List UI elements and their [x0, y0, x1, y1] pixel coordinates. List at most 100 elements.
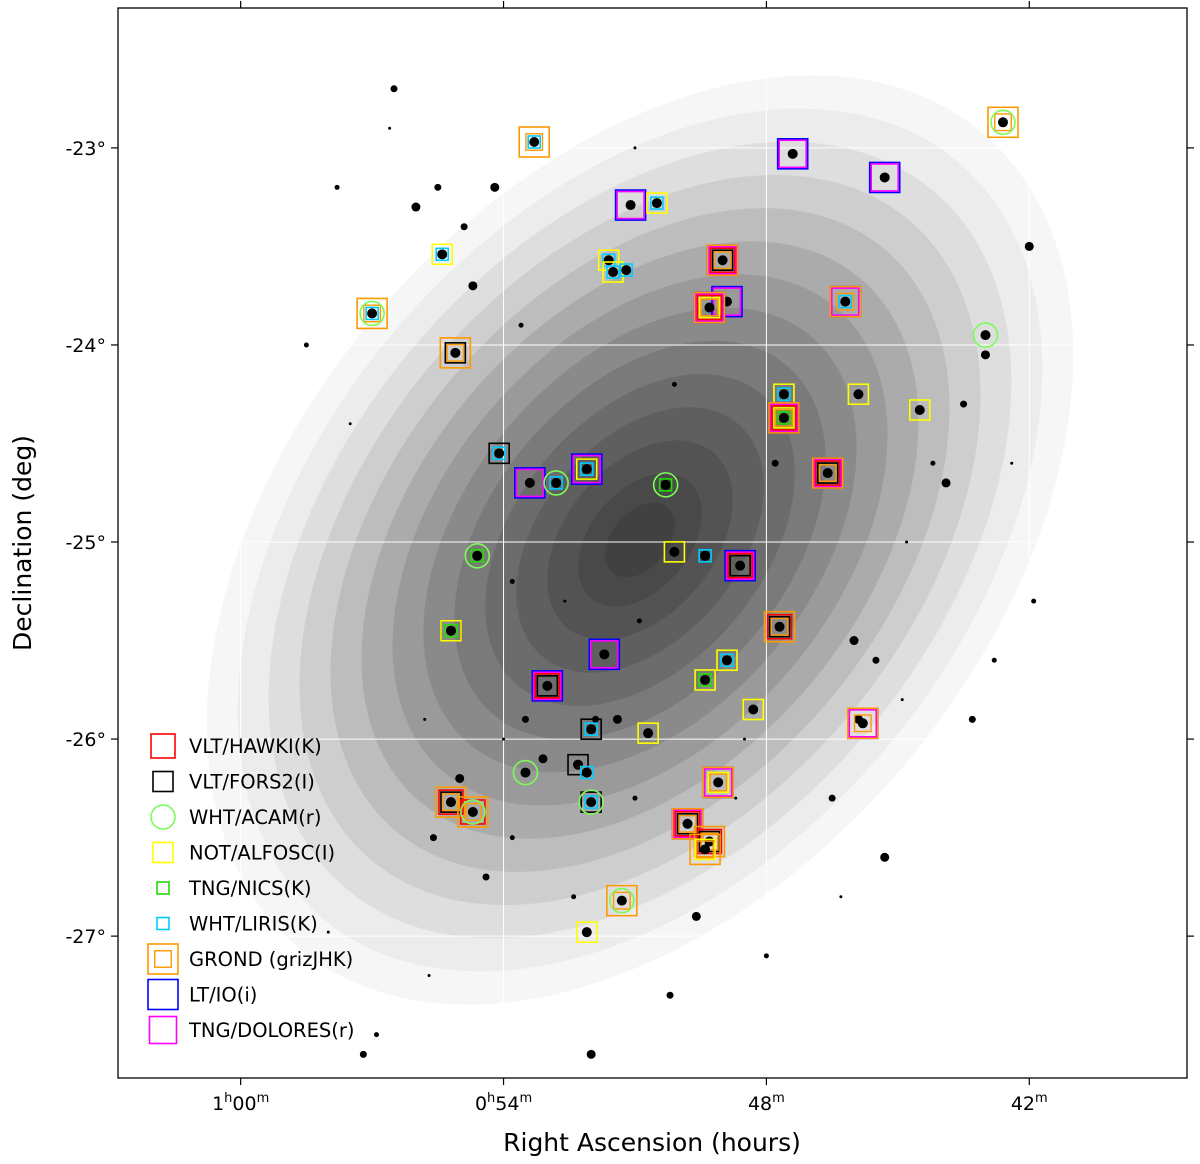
marker-grond	[846, 707, 879, 740]
marker-alfosc	[663, 541, 686, 563]
background-source	[411, 202, 421, 212]
marker-grond	[606, 884, 638, 917]
marker-liris	[584, 722, 598, 737]
observed-field	[543, 470, 569, 496]
observed-field	[356, 297, 388, 330]
observed-field	[868, 161, 901, 194]
marker-liris	[492, 446, 506, 461]
marker-grond	[457, 796, 489, 828]
legend-marker	[152, 770, 174, 793]
marker-hawki	[709, 247, 736, 274]
marker-dolores	[725, 551, 755, 580]
background-source	[518, 322, 524, 328]
marker-acam	[359, 300, 385, 327]
field-source	[778, 389, 789, 400]
background-source	[1024, 241, 1034, 251]
field-source	[660, 479, 671, 490]
marker-alfosc	[707, 771, 730, 794]
observed-field	[694, 669, 716, 691]
marker-hawki	[771, 405, 797, 431]
marker-grond	[811, 457, 844, 489]
field-source	[586, 797, 597, 808]
observed-field	[987, 106, 1019, 139]
field-source	[774, 621, 785, 632]
marker-grond	[987, 106, 1019, 139]
background-source	[743, 737, 747, 741]
observed-field	[706, 244, 739, 277]
background-source	[490, 182, 500, 192]
background-source	[930, 460, 936, 466]
marker-acam	[464, 543, 491, 569]
field-source	[625, 200, 636, 211]
marker-io	[588, 638, 621, 671]
marker-io	[570, 453, 603, 485]
field-source	[914, 404, 925, 415]
marker-nics	[444, 623, 458, 638]
legend-marker	[150, 733, 176, 759]
field-source	[700, 674, 711, 685]
observed-field	[518, 126, 551, 158]
marker-alfosc	[646, 192, 668, 214]
observed-field	[614, 189, 647, 221]
marker-nics	[698, 673, 712, 687]
field-source	[717, 255, 728, 266]
field-source	[603, 255, 614, 266]
observed-field	[652, 472, 679, 498]
marker-grond-inner	[442, 793, 460, 812]
x-tick-label: 42m	[1011, 1091, 1048, 1115]
marker-alfosc	[908, 399, 931, 421]
marker-liris	[838, 294, 853, 309]
observed-field	[439, 337, 472, 369]
field-source	[445, 797, 456, 808]
x-tick-label: 0h54m	[475, 1091, 532, 1115]
legend-item-io: LT/IO(i)	[147, 978, 257, 1011]
x-axis-ticks: 1h00m 0h54m 48m 42m	[212, 1, 1048, 1115]
background-source	[872, 656, 880, 664]
marker-hawki	[814, 460, 841, 486]
background-source	[586, 1049, 596, 1059]
background-source	[666, 991, 674, 999]
marker-nics	[470, 549, 485, 563]
marker-liris	[579, 462, 594, 476]
y-axis-ticks: -23° -24° -25° -26° -27°	[65, 138, 1194, 948]
background-source	[905, 540, 909, 544]
observed-field	[689, 833, 721, 866]
coverage-band	[605, 502, 675, 578]
field-source	[682, 818, 693, 829]
background-source	[434, 183, 442, 191]
coverage-map	[206, 75, 1074, 1005]
field-source	[822, 468, 833, 479]
marker-grond-inner	[678, 814, 697, 833]
marker-io	[868, 161, 901, 194]
background-source	[427, 974, 431, 978]
background-source	[880, 852, 890, 862]
marker-dolores	[712, 287, 742, 316]
field-source	[586, 724, 597, 735]
marker-alfosc	[847, 383, 870, 406]
observed-field	[580, 718, 602, 741]
marker-liris	[650, 196, 664, 210]
marker-alfosc	[773, 407, 795, 429]
legend-marker	[150, 804, 176, 830]
observed-field	[637, 722, 659, 744]
field-source	[879, 172, 890, 183]
observed-field	[908, 399, 931, 421]
x-axis-label: Right Ascension (hours)	[503, 1128, 801, 1157]
background-source	[334, 184, 340, 190]
marker-dolores	[703, 768, 733, 797]
observed-field	[663, 541, 686, 563]
marker-dolores	[870, 163, 900, 192]
legend-label: TNG/DOLORES(r)	[188, 1019, 355, 1042]
observed-field	[776, 138, 809, 170]
marker-fors2	[567, 753, 589, 776]
marker-dolores	[708, 245, 737, 275]
marker-hawki	[696, 294, 723, 321]
marker-liris	[579, 765, 594, 780]
marker-dolores	[673, 809, 702, 839]
marker-acam	[990, 109, 1016, 136]
marker-fors2	[536, 675, 559, 697]
marker-acam	[543, 470, 569, 496]
marker-grond	[671, 808, 704, 840]
marker-nics	[658, 478, 673, 492]
y-tick-label: -23°	[65, 138, 106, 160]
